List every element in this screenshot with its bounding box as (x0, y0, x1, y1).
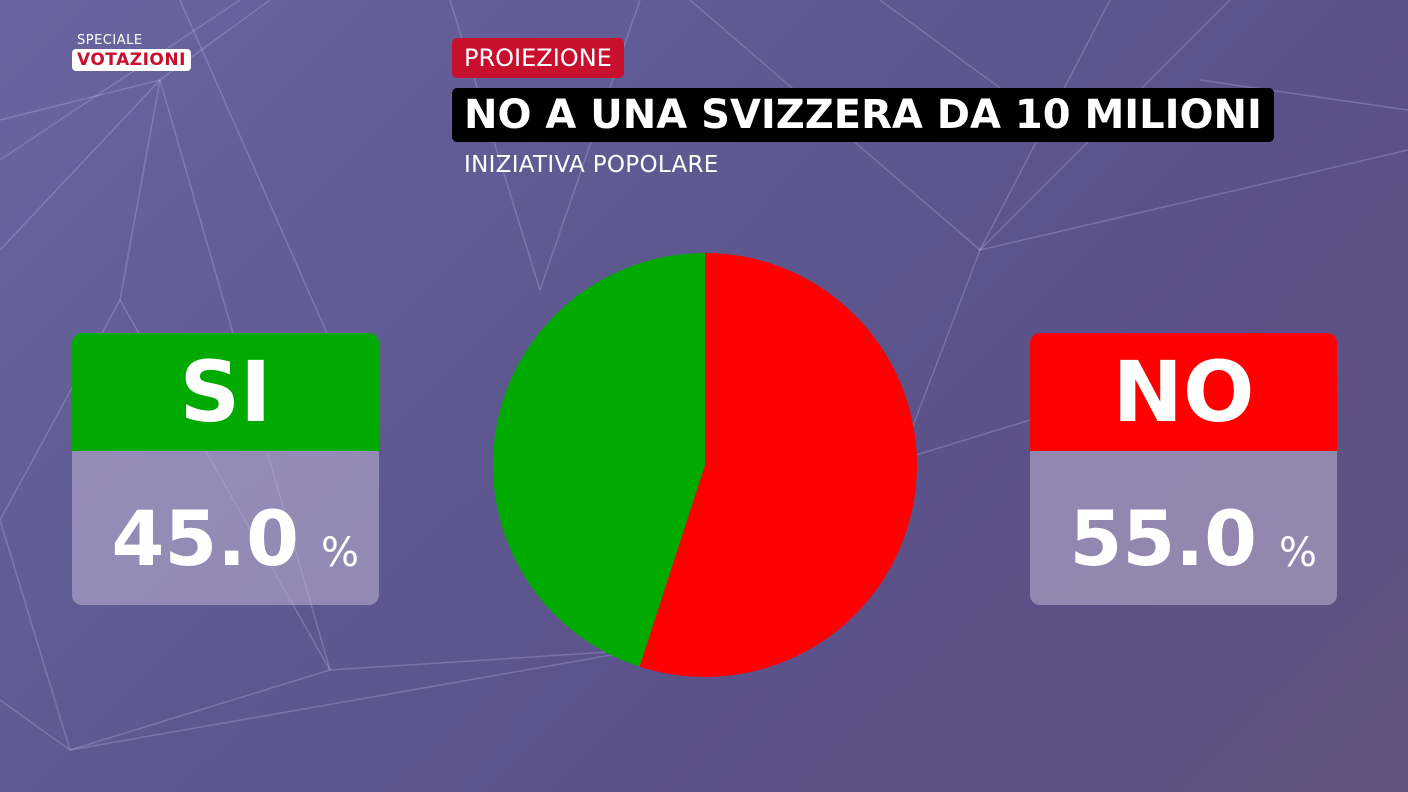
speciale-votazioni-logo: SPECIALE VOTAZIONI (72, 34, 191, 71)
si-result-card: SI 45.0 % (72, 333, 379, 605)
pie-slice-no (639, 253, 917, 677)
vote-subtitle: INIZIATIVA POPOLARE (464, 152, 719, 178)
no-value-panel: 55.0 % (1030, 451, 1337, 605)
si-label: SI (72, 333, 379, 451)
no-percentage: 55.0 (1069, 494, 1257, 583)
si-percent-sign: % (320, 530, 359, 576)
projection-tag: PROIEZIONE (452, 38, 624, 78)
si-percentage: 45.0 (111, 494, 299, 583)
vote-title: NO A UNA SVIZZERA DA 10 MILIONI (452, 88, 1274, 142)
no-label: NO (1030, 333, 1337, 451)
no-result-card: NO 55.0 % (1030, 333, 1337, 605)
logo-big-text: VOTAZIONI (72, 49, 191, 71)
pie-slice-si (493, 253, 705, 667)
si-value-panel: 45.0 % (72, 451, 379, 605)
logo-small-text: SPECIALE (77, 33, 143, 48)
results-pie-chart (493, 253, 917, 677)
no-percent-sign: % (1278, 530, 1317, 576)
